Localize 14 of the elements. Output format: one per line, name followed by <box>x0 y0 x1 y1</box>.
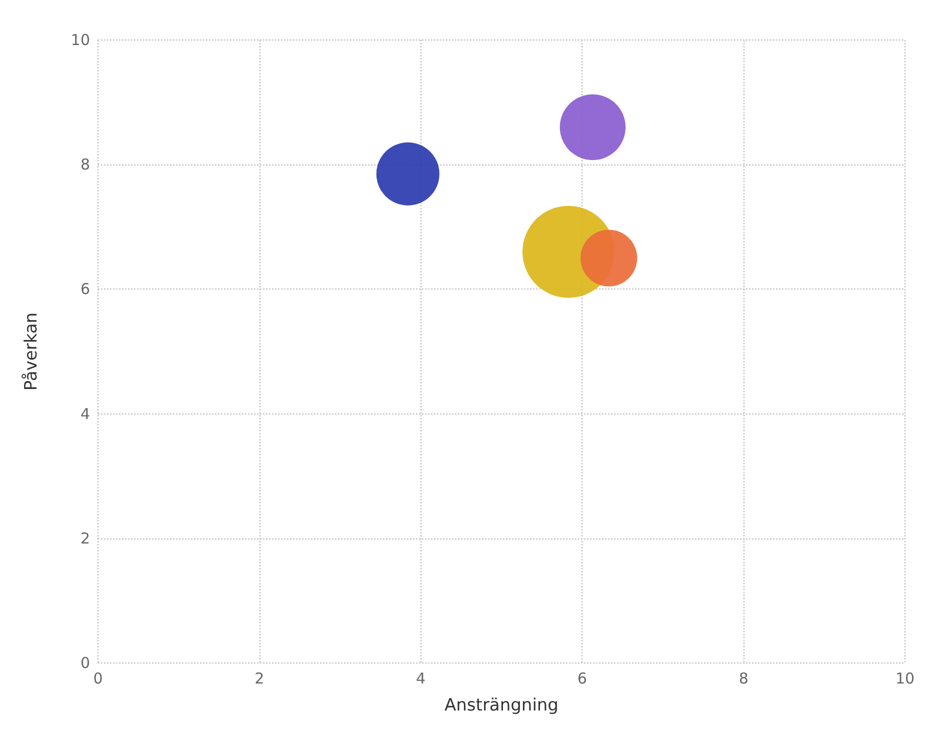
x-tick-label: 4 <box>416 670 426 688</box>
x-tick-label: 0 <box>93 670 103 688</box>
y-tick-label: 2 <box>80 529 90 548</box>
y-tick-label: 4 <box>80 404 90 423</box>
y-tick-label: 8 <box>80 156 90 174</box>
x-tick-label: 6 <box>577 670 587 688</box>
y-axis-title: Påverkan <box>22 312 42 391</box>
y-tick-label: 0 <box>80 654 90 672</box>
y-tick-label: 6 <box>80 280 90 298</box>
x-tick-label: 8 <box>738 670 748 688</box>
y-tick-label: 10 <box>70 31 90 49</box>
x-axis-title: Ansträngning <box>444 696 558 716</box>
x-tick-label: 10 <box>895 670 915 688</box>
x-tick-label: 2 <box>254 670 264 688</box>
